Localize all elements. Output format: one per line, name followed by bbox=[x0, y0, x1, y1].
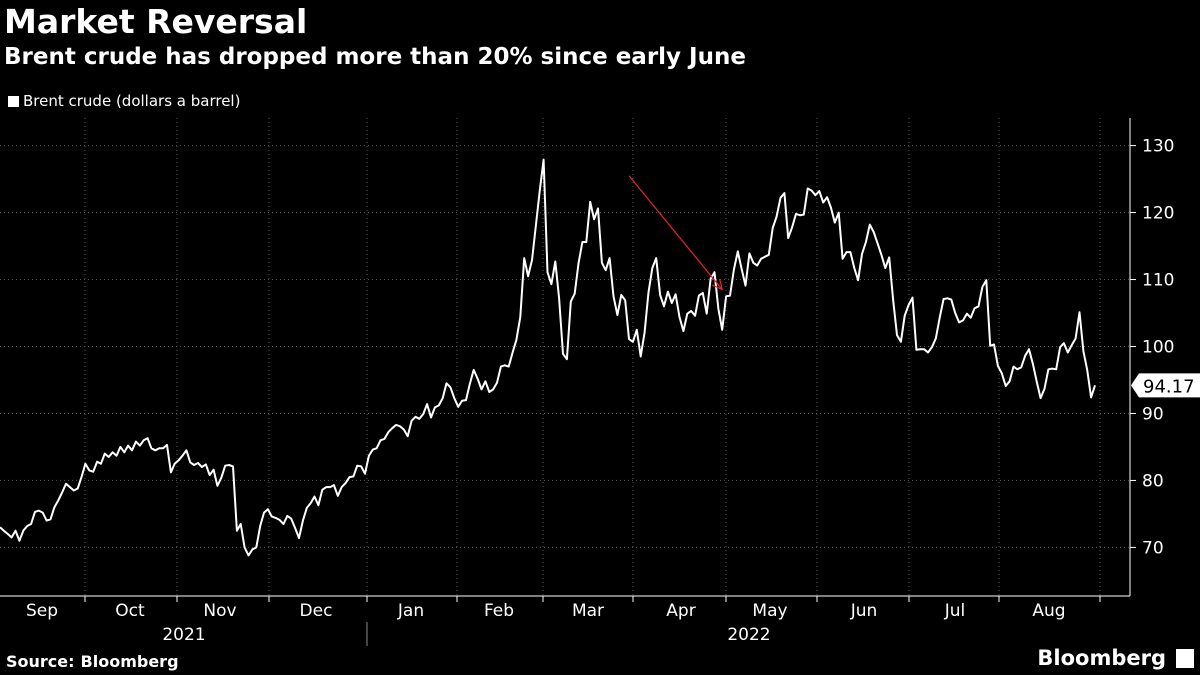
legend-swatch-icon bbox=[8, 95, 19, 107]
x-tick-label: Jun bbox=[850, 601, 878, 621]
x-tick-label: Feb bbox=[484, 601, 514, 621]
brent-crude-line bbox=[0, 158, 1096, 557]
brand-wordmark: Bloomberg bbox=[1037, 646, 1166, 670]
x-tick-label: Aug bbox=[1032, 601, 1065, 621]
bloomberg-logo-icon bbox=[1176, 649, 1194, 668]
x-tick-label: Mar bbox=[572, 601, 604, 621]
x-tick-label: Dec bbox=[300, 601, 333, 621]
y-tick-label: 120 bbox=[1142, 204, 1174, 224]
trend-arrow-line bbox=[628, 175, 723, 290]
y-tick-label: 110 bbox=[1142, 271, 1174, 291]
y-tick-label: 80 bbox=[1142, 471, 1164, 491]
x-tick-label: Oct bbox=[115, 601, 145, 621]
y-tick-label: 70 bbox=[1142, 538, 1164, 558]
chart-title: Market Reversal bbox=[4, 2, 308, 41]
y-tick-label: 130 bbox=[1142, 137, 1174, 157]
x-tick-label: Sep bbox=[26, 601, 58, 621]
chart-subtitle: Brent crude has dropped more than 20% si… bbox=[4, 44, 746, 70]
legend: Brent crude (dollars a barrel) bbox=[8, 92, 240, 110]
last-value-callout bbox=[1131, 373, 1200, 398]
x-tick-label: Apr bbox=[666, 601, 695, 621]
y-tick-label: 90 bbox=[1142, 404, 1164, 424]
last-value-label: 94.17 bbox=[1143, 376, 1195, 397]
source-label: Source: bbox=[6, 652, 75, 671]
year-label: 2021 bbox=[162, 625, 205, 645]
x-tick-label: Jul bbox=[944, 601, 966, 621]
source-value: Bloomberg bbox=[80, 652, 179, 671]
year-label: 2022 bbox=[727, 625, 770, 645]
x-tick-label: Nov bbox=[203, 601, 236, 621]
source-note: Source: Bloomberg bbox=[6, 652, 179, 671]
x-tick-label: May bbox=[752, 601, 787, 621]
legend-label: Brent crude (dollars a barrel) bbox=[23, 92, 241, 110]
y-tick-label: 100 bbox=[1142, 338, 1174, 358]
trend-arrow-head-icon bbox=[712, 278, 724, 291]
x-tick-label: Jan bbox=[397, 601, 424, 621]
